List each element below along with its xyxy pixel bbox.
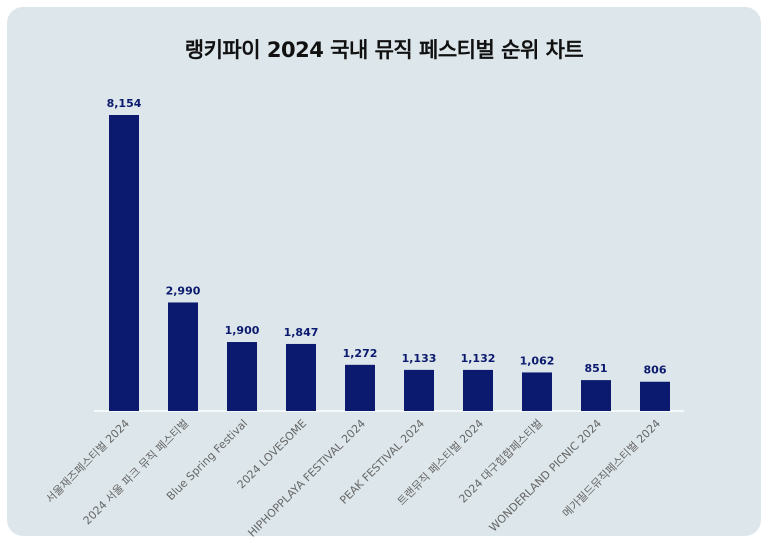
- chart-title: 랭키파이 2024 국내 뮤직 페스티벌 순위 차트: [184, 38, 584, 62]
- bar: [345, 364, 375, 411]
- bar: [168, 302, 198, 411]
- bar-value-label: 1,900: [225, 324, 260, 337]
- bar: [109, 115, 139, 411]
- bar-value-label: 8,154: [107, 97, 142, 110]
- bar: [286, 343, 316, 411]
- x-tick-label: WONDERLAND PICNIC 2024: [487, 417, 604, 534]
- bar-value-label: 2,990: [166, 284, 201, 297]
- bar-value-label: 851: [585, 362, 608, 375]
- bar-value-label: 1,132: [461, 352, 496, 365]
- bar: [522, 372, 552, 411]
- x-tick-label: 메가필드뮤직페스티벌 2024: [560, 417, 663, 520]
- x-tick-label: 2024 서울 파크 뮤직 페스티벌: [81, 417, 191, 527]
- bar: [227, 342, 257, 411]
- bar-value-label: 1,272: [343, 347, 378, 360]
- bar: [640, 381, 670, 411]
- bar: [581, 380, 611, 411]
- bar-value-label: 806: [644, 364, 667, 377]
- bar-value-label: 1,847: [284, 326, 319, 339]
- bar-value-label: 1,133: [402, 352, 437, 365]
- bar: [463, 369, 493, 411]
- bar-value-label: 1,062: [520, 354, 555, 367]
- bar: [404, 369, 434, 411]
- x-tick-label: HIPHOPPLAYA FESTIVAL 2024: [245, 417, 368, 540]
